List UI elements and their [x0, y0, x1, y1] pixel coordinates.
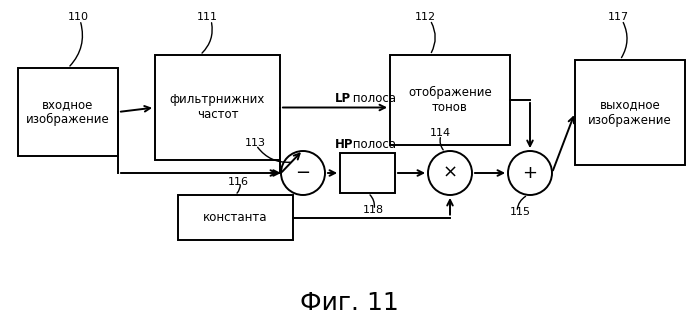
- Circle shape: [281, 151, 325, 195]
- Text: 111: 111: [197, 12, 218, 22]
- Text: 112: 112: [415, 12, 436, 22]
- Text: константа: константа: [203, 211, 268, 224]
- FancyBboxPatch shape: [155, 55, 280, 160]
- Text: выходное
изображение: выходное изображение: [588, 99, 672, 126]
- FancyBboxPatch shape: [18, 68, 118, 156]
- Circle shape: [428, 151, 472, 195]
- Text: полоса: полоса: [349, 138, 396, 152]
- Text: 114: 114: [430, 128, 451, 138]
- Text: LP: LP: [335, 92, 351, 106]
- FancyBboxPatch shape: [575, 60, 685, 165]
- FancyBboxPatch shape: [178, 195, 293, 240]
- Circle shape: [508, 151, 552, 195]
- FancyBboxPatch shape: [340, 153, 395, 193]
- Text: 115: 115: [510, 207, 531, 217]
- Text: 110: 110: [68, 12, 89, 22]
- Text: 116: 116: [228, 177, 249, 187]
- Text: 113: 113: [245, 138, 266, 148]
- Text: отображение
тонов: отображение тонов: [408, 86, 492, 114]
- Text: Фиг. 11: Фиг. 11: [300, 291, 399, 315]
- Text: 118: 118: [363, 205, 384, 215]
- Text: HP: HP: [335, 138, 354, 152]
- Text: 117: 117: [608, 12, 629, 22]
- Text: фильтрнижних
частот: фильтрнижних частот: [170, 93, 265, 122]
- Text: полоса: полоса: [349, 92, 396, 106]
- Text: входное
изображение: входное изображение: [26, 98, 110, 126]
- Text: +: +: [522, 164, 538, 182]
- FancyBboxPatch shape: [390, 55, 510, 145]
- Text: ×: ×: [442, 164, 458, 182]
- Text: −: −: [296, 164, 310, 182]
